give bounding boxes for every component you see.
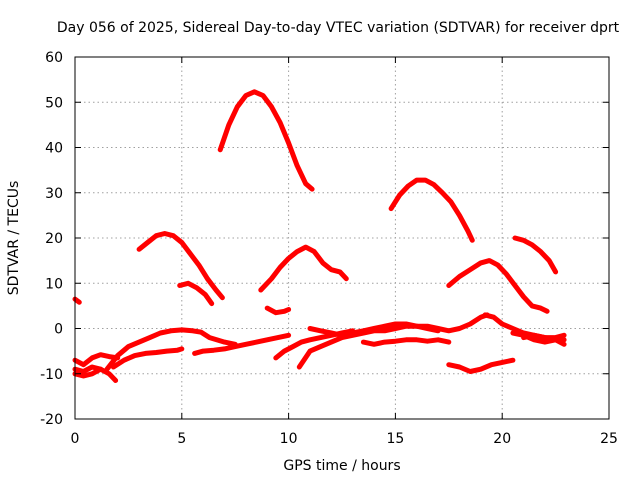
series-arc-peak-15 bbox=[446, 258, 550, 314]
y-tick-label: 0 bbox=[54, 322, 63, 338]
y-tick-label: 40 bbox=[45, 141, 63, 157]
x-tick-label: 15 bbox=[386, 431, 404, 447]
series-low-tail-c bbox=[521, 332, 567, 341]
series-blip-4 bbox=[264, 305, 292, 316]
y-tick-label: -10 bbox=[40, 367, 63, 383]
series-low-start-c bbox=[72, 366, 104, 379]
series-low-rising-0 bbox=[104, 327, 238, 372]
x-tick-label: 5 bbox=[177, 431, 186, 447]
y-tick-label: 10 bbox=[45, 276, 63, 292]
y-tick-label: -20 bbox=[40, 412, 63, 428]
series-low-flat-e bbox=[360, 337, 452, 347]
series-low-mid-5 bbox=[110, 346, 185, 370]
x-tick-label: 0 bbox=[71, 431, 80, 447]
series-arc-peak-33 bbox=[388, 177, 475, 243]
data-series-group bbox=[72, 89, 567, 383]
x-tick-label: 25 bbox=[600, 431, 618, 447]
x-tick-label: 20 bbox=[493, 431, 511, 447]
chart-title: Day 056 of 2025, Sidereal Day-to-day VTE… bbox=[57, 20, 620, 36]
series-arc-peak-21 bbox=[136, 231, 225, 301]
series-arc-mid-18 bbox=[258, 244, 349, 293]
x-tick-label: 10 bbox=[280, 431, 298, 447]
series-arc-small-10 bbox=[177, 280, 215, 307]
y-tick-label: 30 bbox=[45, 186, 63, 202]
series-low-start-a bbox=[72, 352, 121, 368]
y-tick-label: 20 bbox=[45, 231, 63, 247]
series-arc-peak-52 bbox=[217, 89, 315, 192]
axis-ticks: 0 5 10 15 20 25 -20 -10 0 10 20 30 40 50 60 bbox=[40, 50, 618, 447]
y-axis-label: SDTVAR / TECUs bbox=[6, 181, 22, 296]
grid bbox=[75, 57, 609, 419]
y-tick-label: 60 bbox=[45, 50, 63, 66]
y-tick-label: 50 bbox=[45, 95, 63, 111]
series-low-flat-d bbox=[307, 312, 490, 338]
series-low-dip-9 bbox=[446, 357, 516, 374]
series-low-tail-b bbox=[510, 330, 567, 347]
x-axis-label: GPS time / hours bbox=[283, 458, 400, 474]
series-arc-late-20 bbox=[512, 235, 559, 275]
series-dot-start-6 bbox=[72, 296, 82, 305]
series-low-start-b bbox=[72, 364, 119, 383]
series-low-flat-a bbox=[192, 332, 292, 356]
